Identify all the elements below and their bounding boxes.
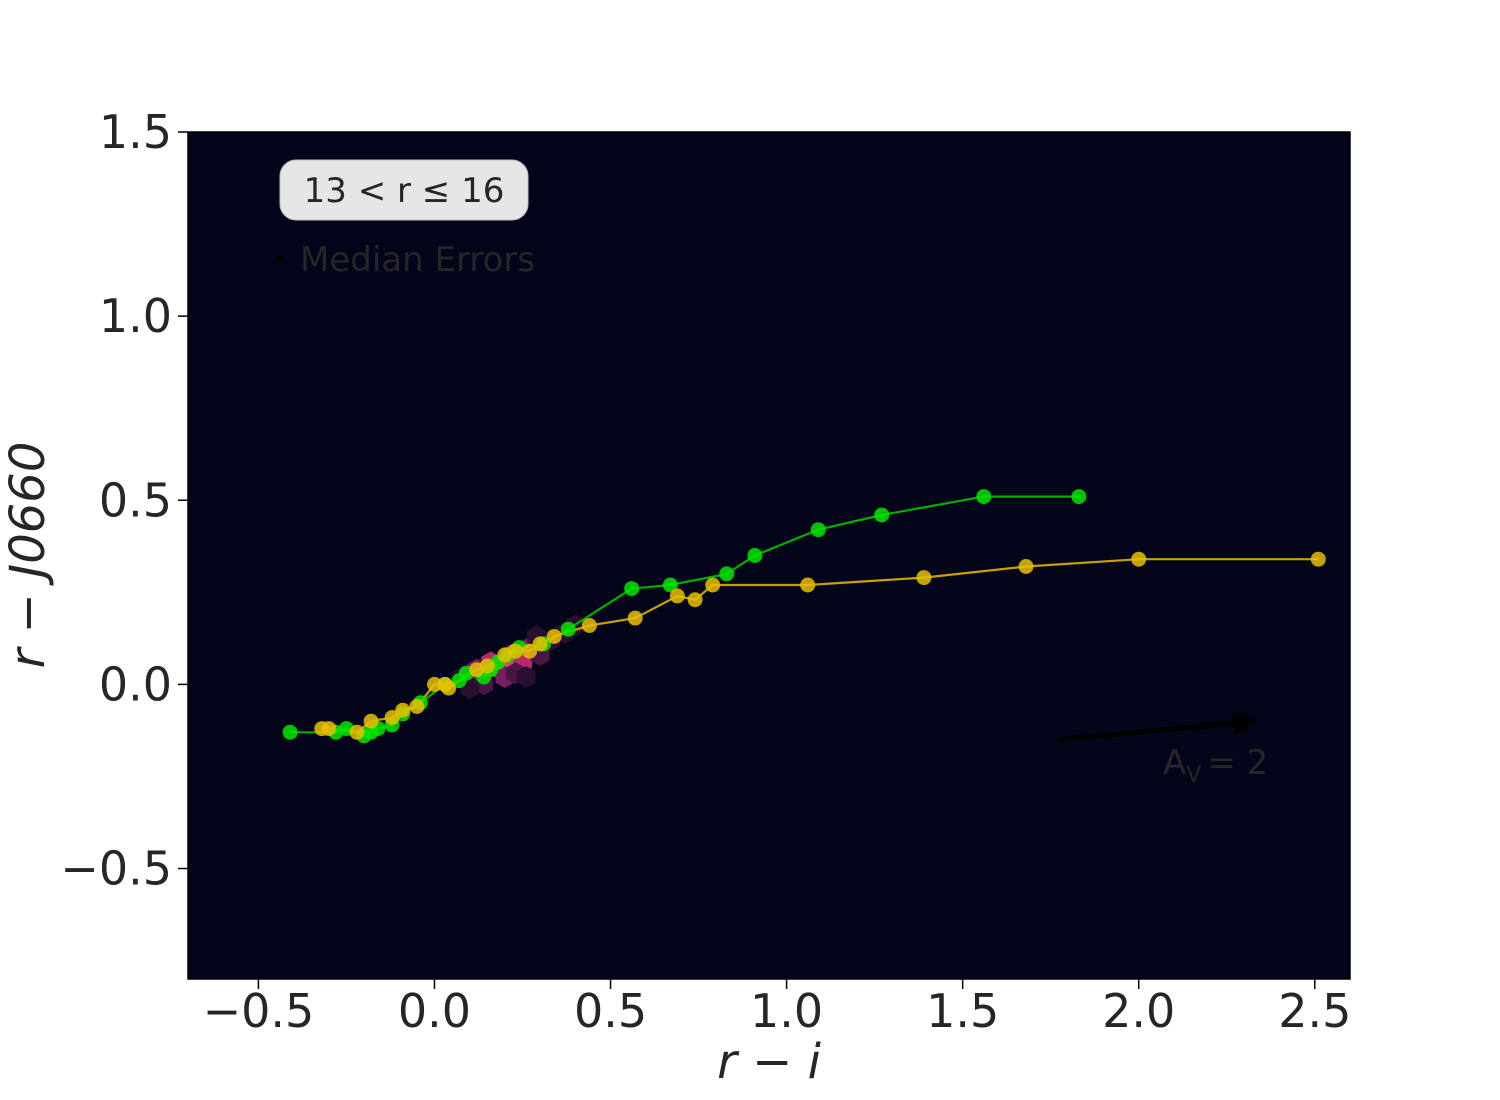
x-axis-label: r − i xyxy=(717,1034,821,1090)
series-1-point xyxy=(662,577,678,593)
series-1-point xyxy=(1071,489,1087,505)
plot-area xyxy=(188,132,1350,979)
series-2-point xyxy=(581,618,597,633)
y-axis-label: r − J0660 xyxy=(0,442,56,669)
series-2-point xyxy=(916,570,932,586)
series-2-point xyxy=(532,636,548,652)
x-tick-label: 0.5 xyxy=(574,984,647,1038)
series-2-point xyxy=(395,702,411,718)
x-tick-label: 0.0 xyxy=(398,984,471,1038)
reddening-arrow xyxy=(1057,710,1258,743)
series-1-point xyxy=(719,566,735,582)
series-1-point xyxy=(976,489,992,505)
x-tick-label: 1.0 xyxy=(750,984,823,1038)
series-2-point xyxy=(384,710,400,725)
x-axis-ticks: −0.5 0.0 0.5 1.0 1.5 2.0 2.5 xyxy=(203,979,1351,1038)
series-1-point xyxy=(810,522,826,538)
series-2-point xyxy=(409,699,425,714)
series-1-point xyxy=(560,621,576,637)
series-2-point xyxy=(546,629,562,644)
series-2-point xyxy=(321,721,337,737)
series-2-point xyxy=(687,592,703,608)
series-2-point xyxy=(522,643,538,659)
reddening-label: AV = 2 xyxy=(1163,743,1268,788)
x-tick-label: 1.5 xyxy=(926,984,999,1038)
series-2-point xyxy=(669,588,685,604)
x-tick-label: 2.0 xyxy=(1102,984,1175,1038)
series-2-point xyxy=(627,610,643,626)
y-axis-ticks: −0.5 0.0 0.5 1.0 1.5 xyxy=(60,105,188,896)
median-errors-label: Median Errors xyxy=(300,240,535,280)
series-1-point xyxy=(747,548,763,563)
x-tick-label: 2.5 xyxy=(1278,984,1351,1038)
magnitude-range-label: 13 < r ≤ 16 xyxy=(304,171,505,211)
plot-frame xyxy=(187,131,1351,980)
series-2-point xyxy=(800,577,816,593)
y-tick-label: 0.5 xyxy=(99,473,172,527)
series-2-point xyxy=(508,643,523,659)
series-2-point xyxy=(1131,551,1147,567)
x-tick-label: −0.5 xyxy=(203,984,315,1038)
y-tick-label: 1.0 xyxy=(99,289,172,343)
y-tick-label: −0.5 xyxy=(60,842,172,896)
series-2-point xyxy=(349,724,365,740)
series-2-point xyxy=(479,658,495,674)
series-1-point xyxy=(874,507,890,523)
series-layer xyxy=(282,489,1326,744)
series-1-point xyxy=(282,724,298,740)
series-2-point xyxy=(363,713,379,729)
reddening-label-value: = 2 xyxy=(1207,743,1268,783)
reddening-label-subscript: V xyxy=(1186,763,1201,788)
series-2-point xyxy=(1310,551,1326,567)
y-tick-label: 0.0 xyxy=(99,657,172,711)
series-2-point xyxy=(1018,559,1034,574)
series-2-point xyxy=(441,680,457,696)
series-1-point xyxy=(624,581,640,597)
magnitude-range-box xyxy=(279,159,529,221)
reddening-label-a: A xyxy=(1163,743,1186,783)
series-2-point xyxy=(427,676,442,692)
median-errors-marker xyxy=(277,256,283,262)
series-2-point xyxy=(705,577,721,593)
density-hexbin xyxy=(516,666,536,688)
y-tick-label: 1.5 xyxy=(99,105,172,159)
